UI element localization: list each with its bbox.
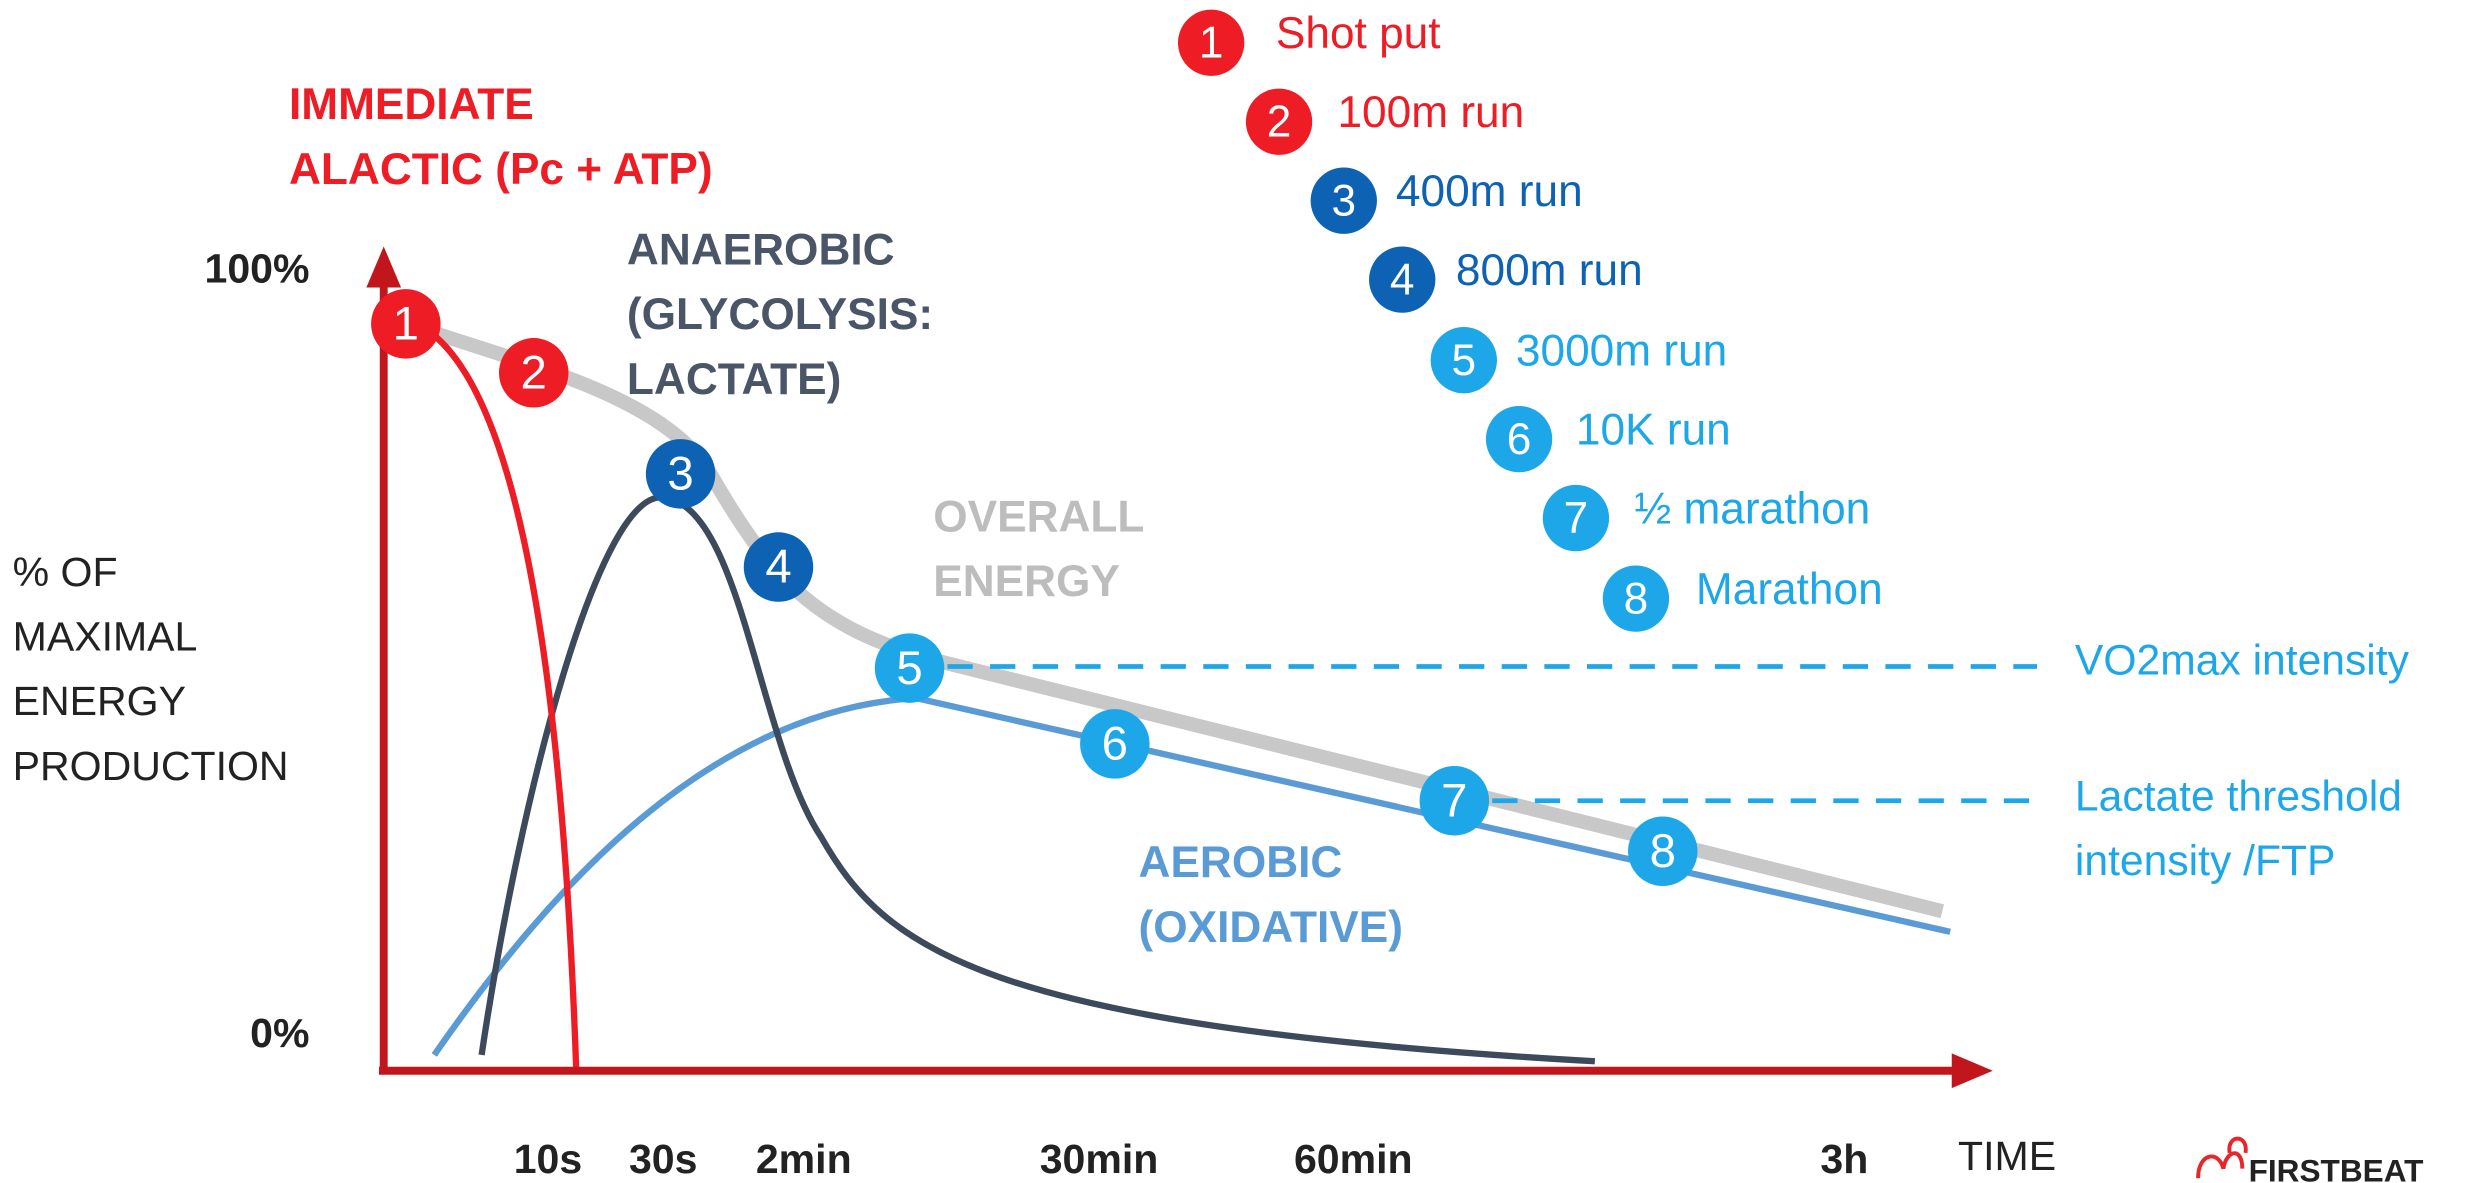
y-axis-arrow	[366, 246, 402, 288]
legend-marker	[1310, 167, 1377, 234]
curve-label: ENERGY	[933, 557, 1120, 606]
curve-marker-number: 4	[765, 541, 791, 594]
x-tick-label: 3h	[1820, 1136, 1868, 1182]
legend-label: 800m run	[1456, 246, 1643, 295]
curve-label: ANAEROBIC	[627, 225, 895, 274]
curve-marker	[645, 439, 716, 509]
legend-label: 100m run	[1337, 88, 1524, 137]
curve-label: LACTATE)	[627, 355, 841, 404]
logo-text: FIRSTBEAT	[2249, 1153, 2424, 1183]
reference-label: intensity /FTP	[2075, 837, 2336, 885]
curve-marker	[1080, 709, 1150, 779]
curve-marker	[874, 633, 945, 703]
curve-label: IMMEDIATE	[289, 80, 534, 129]
aerobic-curve	[431, 694, 1951, 1057]
legend-marker	[1177, 9, 1245, 76]
x-tick-label: 30s	[629, 1136, 698, 1182]
legend-label: 400m run	[1396, 167, 1583, 216]
legend-marker	[1542, 484, 1610, 552]
y-tick-label: 100%	[205, 246, 310, 292]
curve-marker-number: 7	[1441, 774, 1467, 827]
curve-marker-number: 1	[393, 298, 419, 351]
curve-marker	[743, 532, 814, 602]
curve-marker	[498, 338, 569, 408]
legend-marker-number: 5	[1452, 336, 1477, 385]
legend-marker	[1369, 246, 1436, 313]
legend-marker-number: 2	[1267, 98, 1292, 147]
legend-marker-number: 7	[1564, 494, 1589, 543]
legend-marker	[1430, 327, 1497, 394]
y-axis-label: ENERGY	[13, 678, 186, 724]
x-tick-label: 10s	[514, 1136, 582, 1182]
alactic-curve	[389, 312, 580, 1075]
y-axis-label: MAXIMAL	[13, 614, 198, 660]
legend-marker-number: 3	[1332, 177, 1357, 226]
curve-marker-number: 2	[521, 346, 547, 399]
curve-marker-number: 8	[1650, 825, 1676, 878]
curve-label: AEROBIC	[1139, 838, 1343, 887]
legend-marker-number: 6	[1507, 415, 1532, 464]
x-tick-label: 2min	[756, 1136, 852, 1182]
reference-label: VO2max intensity	[2075, 637, 2410, 685]
y-axis-label: % OF	[13, 549, 118, 595]
curve-label: ALACTIC (Pc + ATP)	[289, 145, 713, 194]
legend-label: 10K run	[1576, 405, 1731, 454]
reference-label: Lactate threshold	[2075, 772, 2402, 820]
curve-label: (GLYCOLYSIS:	[627, 290, 933, 339]
curve-marker	[1628, 816, 1698, 886]
x-axis-label: TIME	[1958, 1133, 2056, 1179]
x-tick-label: 60min	[1294, 1136, 1413, 1182]
curve-marker-number: 3	[667, 448, 693, 501]
legend-marker	[1245, 88, 1313, 155]
legend-label: Marathon	[1696, 565, 1883, 614]
logo-icon	[2196, 1136, 2248, 1179]
curve-label: OVERALL	[933, 492, 1144, 541]
legend-marker	[1602, 565, 1670, 632]
curve-marker	[1419, 765, 1490, 836]
curve-marker-number: 6	[1102, 718, 1128, 771]
curve-label: (OXIDATIVE)	[1139, 903, 1403, 952]
legend-label: Shot put	[1276, 9, 1441, 58]
x-axis-arrow	[1951, 1053, 1993, 1089]
legend-label: 3000m run	[1516, 327, 1727, 376]
y-tick-label: 0%	[250, 1010, 309, 1056]
curve-marker-number: 5	[896, 642, 922, 695]
legend-label: ½ marathon	[1634, 484, 1870, 533]
legend-marker	[1485, 405, 1553, 473]
anaerobic-curve	[478, 494, 1596, 1065]
legend-marker-number: 4	[1390, 255, 1415, 304]
legend-marker-number: 8	[1624, 574, 1649, 623]
legend-marker-number: 1	[1199, 19, 1224, 68]
x-tick-label: 30min	[1040, 1136, 1159, 1182]
curve-marker	[371, 289, 441, 359]
y-axis-label: PRODUCTION	[13, 743, 289, 789]
